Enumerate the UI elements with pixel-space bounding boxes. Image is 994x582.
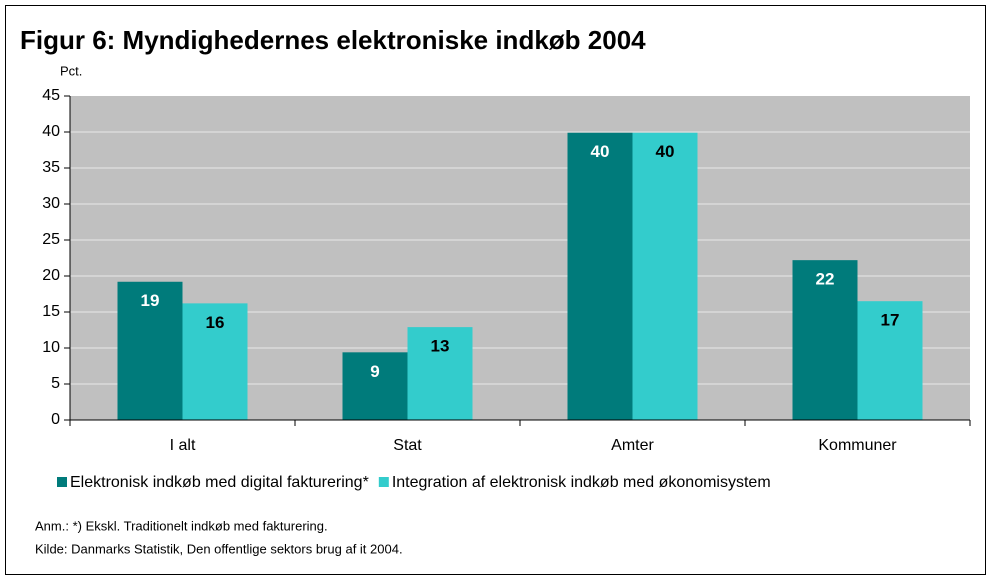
y-tick-label: 20 xyxy=(42,267,60,284)
bar xyxy=(632,132,698,420)
y-tick-label: 40 xyxy=(42,123,60,140)
value-label: 17 xyxy=(881,311,900,330)
bar xyxy=(342,352,408,420)
bar xyxy=(182,303,248,420)
legend-label: Elektronisk indkøb med digital faktureri… xyxy=(70,474,369,491)
y-tick-label: 45 xyxy=(42,87,60,104)
value-label: 16 xyxy=(206,313,225,332)
bar xyxy=(857,301,923,420)
bar xyxy=(407,327,473,420)
bar xyxy=(117,281,183,420)
y-tick-label: 25 xyxy=(42,231,60,248)
value-label: 13 xyxy=(431,337,450,356)
y-tick-label: 35 xyxy=(42,159,60,176)
value-label: 40 xyxy=(656,142,675,161)
value-label: 22 xyxy=(816,270,835,289)
value-label: 40 xyxy=(591,142,610,161)
bar xyxy=(567,132,633,420)
value-label: 19 xyxy=(141,291,160,310)
y-axis-label: Pct. xyxy=(60,63,82,78)
legend-swatch xyxy=(57,477,67,487)
note: Anm.: *) Ekskl. Traditionelt indkøb med … xyxy=(35,518,328,533)
bar xyxy=(792,260,858,420)
chart-title: Figur 6: Myndighedernes elektroniske ind… xyxy=(20,25,646,55)
x-tick-label: Stat xyxy=(393,437,422,454)
legend-label: Integration af elektronisk indkøb med øk… xyxy=(392,474,771,491)
x-tick-label: I alt xyxy=(170,437,196,454)
x-tick-label: Amter xyxy=(611,437,654,454)
value-label: 9 xyxy=(370,362,379,381)
y-tick-label: 10 xyxy=(42,339,60,356)
legend-swatch xyxy=(378,477,389,487)
note: Kilde: Danmarks Statistik, Den offentlig… xyxy=(35,541,403,556)
y-tick-label: 0 xyxy=(51,411,60,428)
y-tick-label: 15 xyxy=(42,303,60,320)
y-tick-label: 5 xyxy=(51,375,60,392)
y-tick-label: 30 xyxy=(42,195,60,212)
x-tick-label: Kommuner xyxy=(818,437,897,454)
